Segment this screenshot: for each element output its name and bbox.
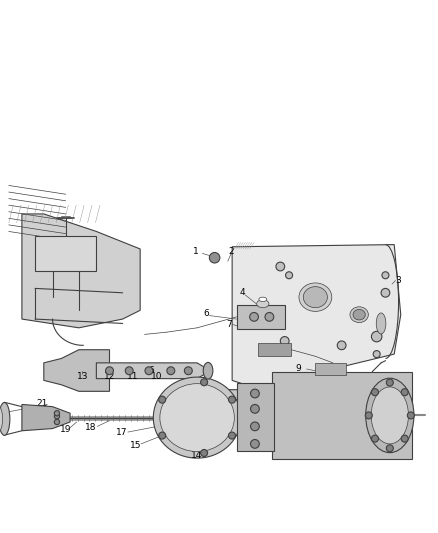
Ellipse shape [203, 362, 213, 379]
Circle shape [407, 412, 414, 419]
Circle shape [54, 410, 60, 416]
Text: 15: 15 [130, 441, 141, 450]
Ellipse shape [366, 378, 414, 453]
Polygon shape [22, 214, 140, 328]
Circle shape [54, 419, 60, 425]
Text: 12: 12 [104, 373, 115, 382]
Circle shape [106, 367, 113, 375]
Circle shape [201, 379, 208, 386]
Text: 1: 1 [193, 247, 199, 256]
Bar [272, 372, 412, 459]
Circle shape [265, 312, 274, 321]
Polygon shape [44, 350, 110, 391]
Circle shape [145, 367, 153, 375]
Ellipse shape [376, 313, 386, 334]
Text: 9: 9 [296, 365, 302, 374]
Bar [35, 236, 96, 271]
Circle shape [386, 379, 393, 386]
Circle shape [337, 341, 346, 350]
Circle shape [365, 412, 372, 419]
Circle shape [386, 445, 393, 452]
Circle shape [201, 449, 208, 456]
Text: 14: 14 [191, 451, 202, 460]
Bar [258, 343, 291, 356]
Text: 17: 17 [116, 429, 127, 438]
Circle shape [276, 262, 285, 271]
Circle shape [371, 332, 382, 342]
Text: 13: 13 [77, 373, 88, 382]
Circle shape [167, 367, 175, 375]
Circle shape [251, 405, 259, 413]
Ellipse shape [160, 384, 234, 451]
Text: 6: 6 [148, 366, 154, 375]
Text: 2: 2 [229, 247, 234, 256]
Circle shape [382, 272, 389, 279]
Text: 20: 20 [36, 416, 48, 425]
Circle shape [251, 440, 259, 448]
Ellipse shape [299, 283, 332, 311]
Circle shape [381, 288, 390, 297]
Circle shape [373, 351, 380, 358]
Circle shape [371, 389, 378, 395]
Ellipse shape [353, 310, 365, 320]
Circle shape [250, 312, 258, 321]
Text: 19: 19 [60, 425, 71, 434]
Bar [315, 363, 346, 375]
Ellipse shape [0, 406, 3, 432]
Circle shape [401, 389, 408, 395]
Bar [237, 383, 274, 451]
Text: 8: 8 [260, 345, 266, 354]
Circle shape [229, 396, 236, 403]
Ellipse shape [257, 300, 269, 308]
Text: 7: 7 [226, 320, 232, 329]
Text: 6: 6 [204, 309, 210, 318]
Ellipse shape [371, 387, 408, 444]
Ellipse shape [259, 297, 267, 302]
Polygon shape [96, 363, 210, 378]
Circle shape [159, 396, 166, 403]
Ellipse shape [153, 377, 241, 458]
Text: 4: 4 [240, 288, 245, 297]
Circle shape [125, 367, 133, 375]
Circle shape [280, 336, 289, 345]
Bar [237, 305, 285, 329]
Text: 11: 11 [127, 373, 138, 382]
Circle shape [401, 435, 408, 442]
Circle shape [184, 367, 192, 375]
Text: 18: 18 [85, 423, 97, 432]
Circle shape [251, 389, 259, 398]
Circle shape [159, 432, 166, 439]
Circle shape [371, 435, 378, 442]
Circle shape [54, 414, 60, 419]
Circle shape [251, 422, 259, 431]
Polygon shape [232, 245, 401, 387]
Ellipse shape [350, 307, 368, 322]
Text: 3: 3 [395, 276, 401, 285]
Circle shape [209, 253, 220, 263]
Text: 21: 21 [36, 399, 48, 408]
Ellipse shape [303, 287, 328, 308]
Text: 10: 10 [151, 373, 162, 382]
Circle shape [229, 432, 236, 439]
Ellipse shape [0, 402, 10, 435]
Circle shape [286, 272, 293, 279]
Polygon shape [175, 389, 412, 426]
Polygon shape [22, 405, 70, 431]
